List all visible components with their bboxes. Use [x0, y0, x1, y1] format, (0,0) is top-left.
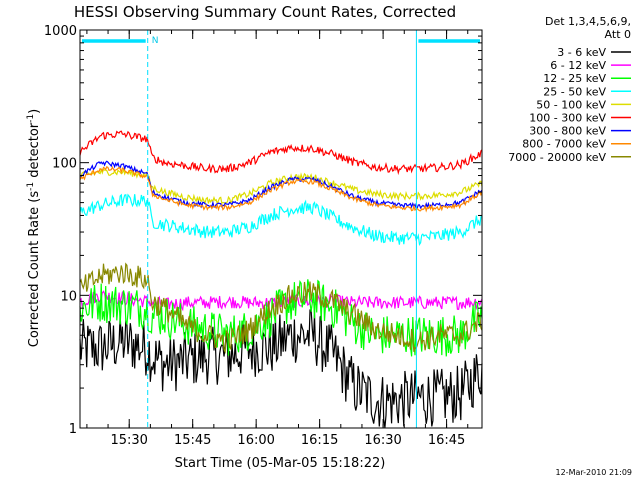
plot-frame	[79, 29, 483, 429]
footer-date: 12-Mar-2010 21:09	[556, 468, 633, 477]
y-tick-label: 10	[60, 289, 77, 304]
legend-header-line-1: Det 1,3,4,5,6,9,	[545, 15, 631, 28]
x-tick-label: 15:45	[174, 433, 211, 448]
night-flag-label: N	[152, 36, 159, 46]
legend-label-8: 800 - 7000 keV	[522, 138, 606, 151]
y-tick-label: 1000	[44, 24, 77, 39]
series-line-4	[79, 193, 483, 247]
legend-label-9: 7000 - 20000 keV	[508, 151, 606, 164]
series-line-2	[79, 290, 483, 312]
y-tick-label: 1	[69, 422, 77, 437]
x-tick-label: 16:00	[237, 433, 274, 448]
series-line-8	[79, 165, 483, 213]
legend-label-1: 3 - 6 keV	[557, 46, 606, 59]
x-tick-label: 16:45	[428, 433, 465, 448]
x-tick-label: 15:30	[110, 433, 147, 448]
legend-label-4: 25 - 50 keV	[543, 85, 606, 98]
plot-area: N 1 10 100 1000 15:30 15:45 16:00 16:15 16:30 16:4…	[44, 24, 483, 448]
legend-header-line-2: Att 0	[605, 28, 631, 41]
y-tick-label: 100	[52, 157, 77, 172]
x-tick-label: 16:30	[364, 433, 401, 448]
legend-label-6: 100 - 300 keV	[529, 112, 606, 125]
legend-label-5: 50 - 100 keV	[536, 98, 606, 111]
series-line-1	[79, 309, 483, 428]
series-line-9	[79, 262, 483, 355]
x-axis-label: Start Time (05-Mar-05 15:18:22)	[175, 456, 386, 471]
series-line-3	[79, 279, 483, 357]
chart-title: HESSI Observing Summary Count Rates, Cor…	[74, 3, 456, 21]
legend-label-7: 300 - 800 keV	[529, 125, 606, 138]
series-line-6	[79, 130, 483, 176]
x-tick-label: 16:15	[301, 433, 338, 448]
legend-label-2: 6 - 12 keV	[550, 59, 606, 72]
y-axis-label: Corrected Count Rate (s-1 detector-1)	[26, 109, 42, 347]
series-line-5	[79, 167, 483, 206]
legend-label-3: 12 - 25 keV	[543, 72, 606, 85]
